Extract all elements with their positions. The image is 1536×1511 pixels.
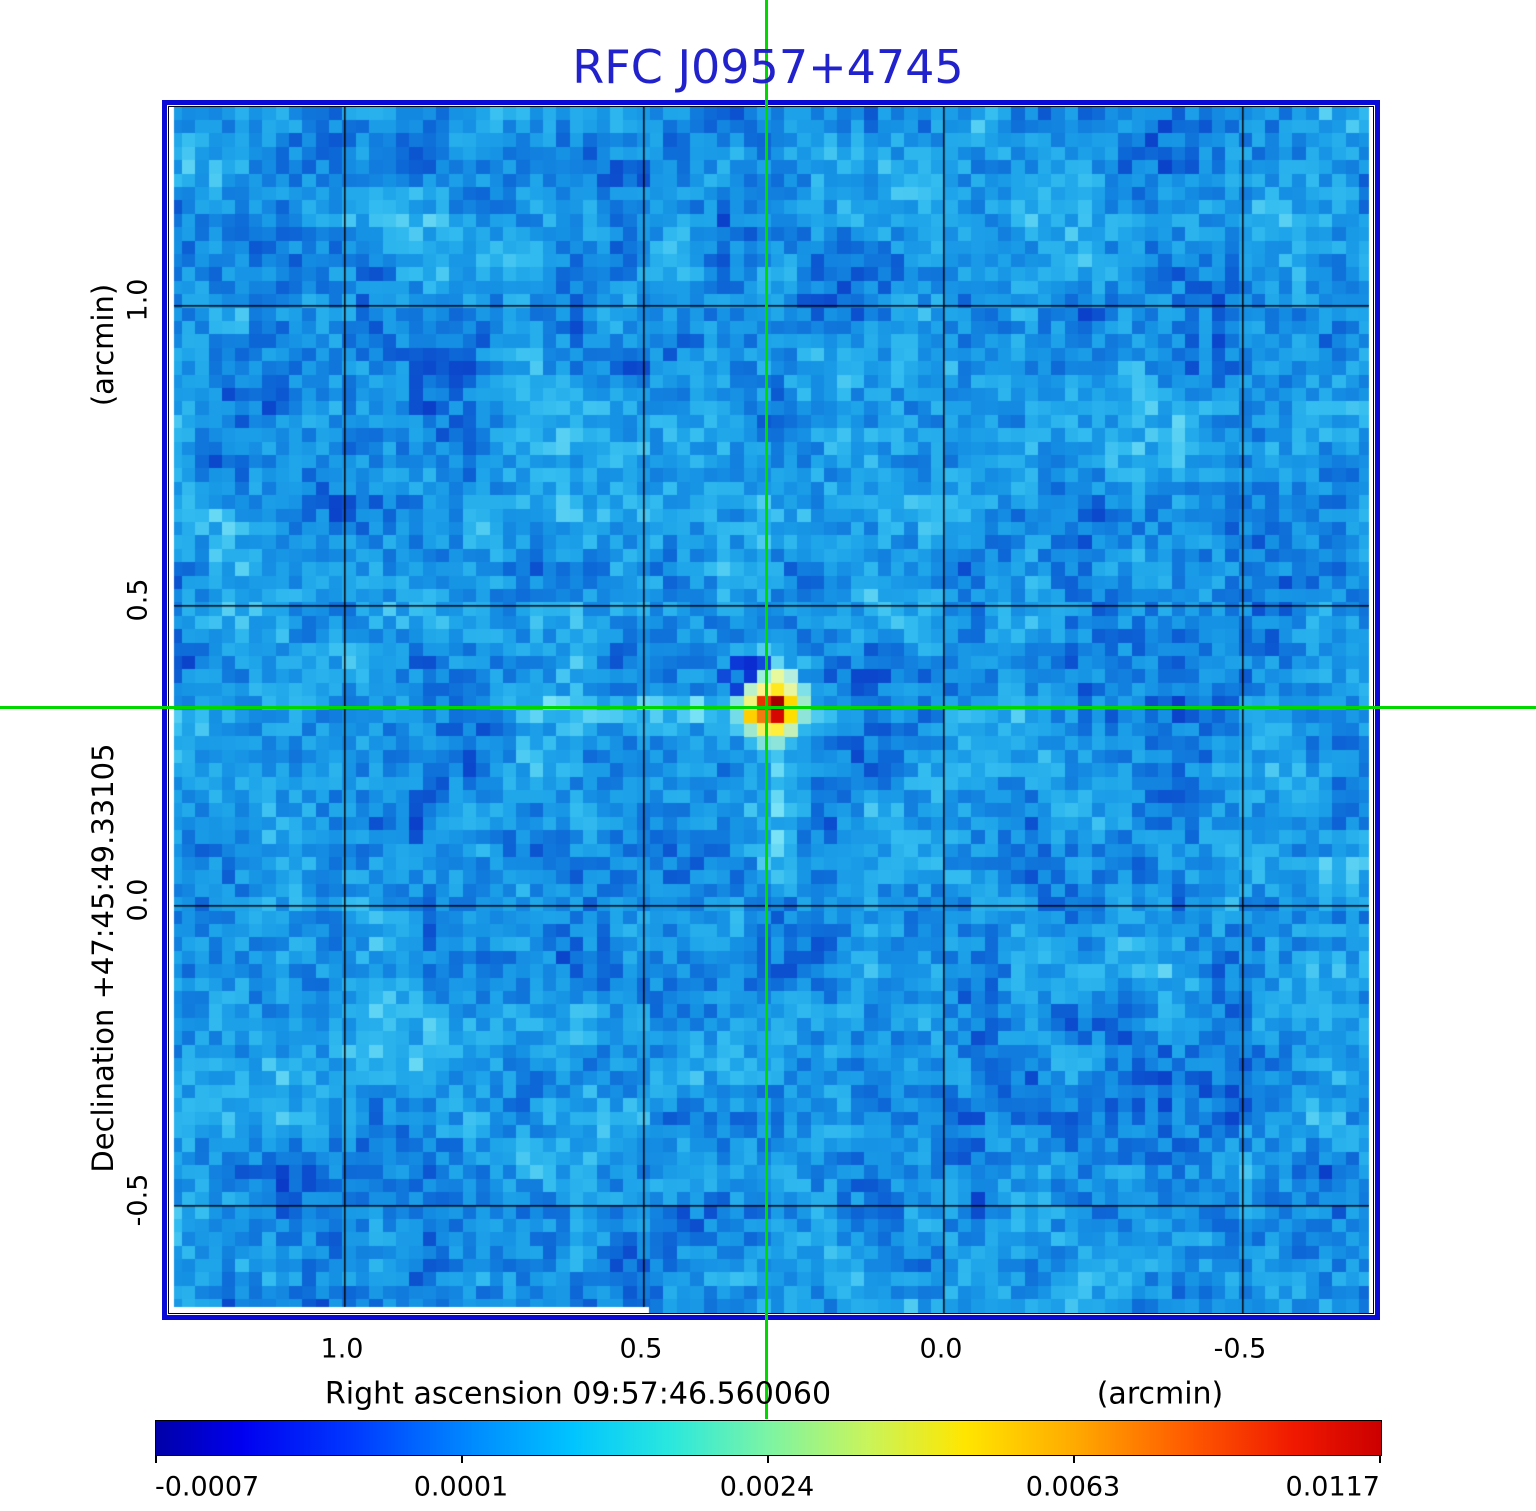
y-tick-label: 0.0 — [122, 878, 154, 922]
colorbar-tick-label: 0.0024 — [719, 1471, 815, 1503]
x-tick-label: -0.5 — [1213, 1333, 1267, 1365]
colorbar-tick-label: 0.0001 — [413, 1471, 509, 1503]
colorbar-tick-label: 0.0117 — [1285, 1471, 1380, 1503]
y-axis-unit-label: (arcmin) — [86, 283, 120, 407]
y-axis-caption: Declination +47:45:49.33105 — [86, 743, 120, 1173]
x-tick-label: 0.5 — [619, 1333, 663, 1365]
plot-frame — [162, 100, 1380, 1320]
colorbar — [155, 1420, 1382, 1456]
radio-map-canvas — [169, 107, 1373, 1313]
x-axis-caption: Right ascension 09:57:46.560060 — [324, 1376, 832, 1412]
crosshair-horizontal-line — [0, 706, 1536, 709]
colorbar-tick — [155, 1456, 157, 1463]
plot-title: RFC J0957+4745 — [572, 40, 964, 94]
colorbar-tick — [767, 1456, 769, 1463]
colorbar-tick — [1379, 1456, 1381, 1463]
plot-image-area — [168, 106, 1374, 1314]
colorbar-tick-label: 0.0063 — [1025, 1471, 1121, 1503]
x-axis-unit-label: (arcmin) — [1096, 1376, 1224, 1412]
x-tick-label: 0.0 — [919, 1333, 963, 1365]
colorbar-tick — [1073, 1456, 1075, 1463]
y-tick-label: 0.5 — [122, 578, 154, 622]
colorbar-tick-label: -0.0007 — [155, 1471, 260, 1503]
y-tick-label: -0.5 — [122, 1173, 154, 1227]
colorbar-tick — [461, 1456, 463, 1463]
crosshair-vertical-line — [765, 0, 768, 1419]
y-tick-label: 1.0 — [122, 278, 154, 322]
x-tick-label: 1.0 — [320, 1333, 364, 1365]
